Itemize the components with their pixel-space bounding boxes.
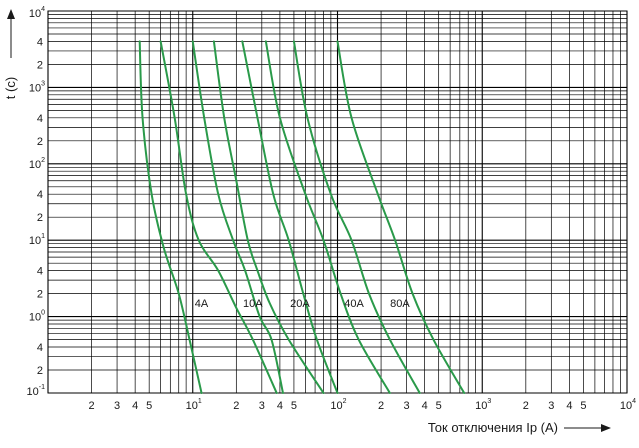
fuse-curve-6 xyxy=(264,40,391,394)
fuse-curve-8 xyxy=(336,40,466,394)
y-tick-label: 4 xyxy=(37,113,43,125)
curve-labels: 4A 10A 20A 40A 80A xyxy=(195,298,411,310)
x-tick-label: 101 xyxy=(186,398,202,412)
x-tick-labels: 2 3 4 5 101 2 3 4 5 102 2 3 4 5 103 2 3 4 5 104 xyxy=(89,398,637,412)
fuse-curve-5 xyxy=(241,40,339,394)
x-tick-label: 4 xyxy=(132,400,138,412)
y-tick-label: 2 xyxy=(37,212,43,224)
fuse-curve-4 xyxy=(212,40,325,394)
x-tick-label: 4 xyxy=(277,400,283,412)
y-tick-label: 2 xyxy=(37,59,43,71)
grid xyxy=(47,10,628,394)
y-tick-label: 2 xyxy=(37,136,43,148)
y-tick-label: 10-1 xyxy=(27,384,46,398)
x-axis-title: Ток отключения Ip (A) xyxy=(428,420,558,435)
x-tick-label: 3 xyxy=(259,400,265,412)
fuse-curve-3 xyxy=(191,40,284,394)
x-tick-label: 3 xyxy=(404,400,410,412)
y-tick-label: 2 xyxy=(37,365,43,377)
y-tick-label: 4 xyxy=(37,189,43,201)
fuse-curve-7 xyxy=(292,40,421,394)
x-tick-label: 102 xyxy=(330,398,346,412)
x-tick-label: 2 xyxy=(233,400,239,412)
y-tick-label: 4 xyxy=(37,266,43,278)
y-axis-title: t (c) xyxy=(3,77,18,99)
y-tick-label: 100 xyxy=(29,310,45,324)
y-tick-labels: 10-1 2 4 100 2 4 101 2 4 102 2 4 103 2 4 104 xyxy=(27,6,46,398)
x-tick-label: 104 xyxy=(620,398,636,412)
curve-label-80A: 80A xyxy=(390,298,410,310)
x-tick-label: 3 xyxy=(114,400,120,412)
curves xyxy=(138,40,466,394)
curve-label-20A: 20A xyxy=(290,298,310,310)
x-tick-label: 103 xyxy=(475,398,491,412)
x-tick-label: 5 xyxy=(436,400,442,412)
y-tick-label: 2 xyxy=(37,289,43,301)
y-tick-label: 103 xyxy=(29,80,45,94)
fuse-curve-2 xyxy=(159,40,278,394)
x-tick-label: 4 xyxy=(422,400,428,412)
y-tick-label: 104 xyxy=(29,6,45,20)
x-tick-label: 3 xyxy=(548,400,554,412)
curve-label-40A: 40A xyxy=(344,298,364,310)
y-tick-label: 101 xyxy=(29,233,45,247)
x-tick-label: 5 xyxy=(580,400,586,412)
curve-label-4A: 4A xyxy=(195,298,209,310)
x-tick-label: 2 xyxy=(523,400,529,412)
x-tick-label: 2 xyxy=(89,400,95,412)
x-tick-label: 5 xyxy=(291,400,297,412)
y-tick-label: 102 xyxy=(29,157,45,171)
y-tick-label: 4 xyxy=(37,36,43,48)
y-tick-label: 4 xyxy=(37,342,43,354)
x-tick-label: 5 xyxy=(146,400,152,412)
x-tick-label: 2 xyxy=(378,400,384,412)
fuse-curve-1 xyxy=(138,40,203,394)
curve-label-10A: 10A xyxy=(243,298,263,310)
x-tick-label: 4 xyxy=(566,400,572,412)
